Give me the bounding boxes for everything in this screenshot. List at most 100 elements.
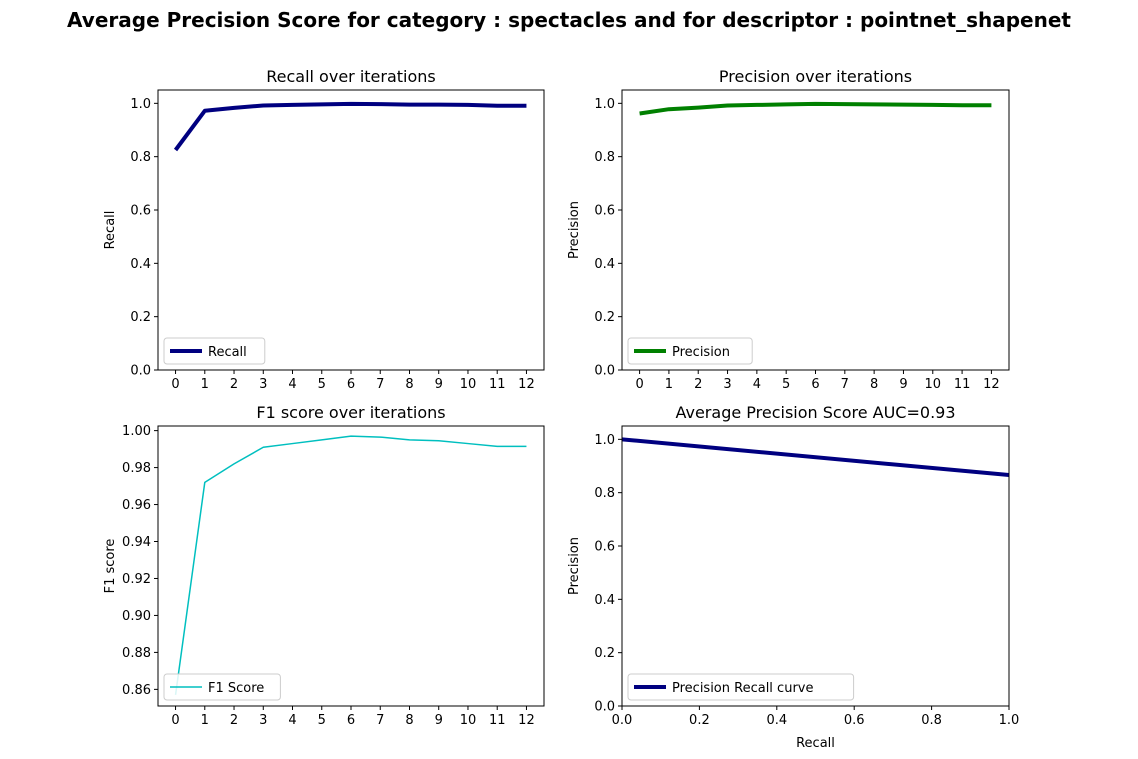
y-axis-label: Recall <box>103 211 118 250</box>
subplot-recall: 0 1 2 3 4 5 6 7 8 9 10 11 120.00.20.40.60.81.0Recall… <box>103 67 545 392</box>
x-tick-label: 8 <box>405 713 413 728</box>
y-tick-label: 0.2 <box>130 310 151 325</box>
x-tick-label: 12 <box>518 377 535 392</box>
x-tick-label: 8 <box>405 377 413 392</box>
x-tick-label: 5 <box>318 377 326 392</box>
legend-box <box>163 337 266 365</box>
y-tick-label: 1.0 <box>594 433 615 448</box>
x-tick-label: 1 <box>665 377 673 392</box>
y-axis-label: Precision <box>567 537 582 595</box>
x-tick-label: 11 <box>489 377 506 392</box>
x-tick-label: 5 <box>318 713 326 728</box>
y-tick-label: 0.4 <box>130 257 151 272</box>
x-tick-label: 0.8 <box>921 713 942 728</box>
y-tick-label: 0.98 <box>122 461 151 476</box>
x-tick-label: 10 <box>924 377 941 392</box>
x-tick-label: 6 <box>347 377 355 392</box>
y-tick-label: 0.4 <box>594 257 615 272</box>
x-tick-label: 9 <box>899 377 907 392</box>
x-tick-label: 6 <box>811 377 819 392</box>
x-tick-label: 4 <box>753 377 761 392</box>
x-tick-label: 6 <box>347 713 355 728</box>
x-tick-label: 7 <box>376 377 384 392</box>
x-tick-label: 2 <box>230 377 238 392</box>
x-tick-label: 3 <box>259 713 267 728</box>
x-tick-label: 0.4 <box>766 713 787 728</box>
y-tick-label: 1.00 <box>122 424 151 439</box>
x-tick-label: 0 <box>171 713 179 728</box>
subplot-title: Precision over iterations <box>719 67 912 86</box>
legend-label: Precision Recall curve <box>672 681 813 696</box>
legend-label: Precision <box>672 345 730 360</box>
y-axis-label: F1 score <box>103 539 118 594</box>
y-tick-label: 1.0 <box>594 97 615 112</box>
series-line <box>622 437 1009 478</box>
x-tick-label: 11 <box>489 713 506 728</box>
x-axis-label: Recall <box>796 736 835 751</box>
x-tick-label: 10 <box>460 713 477 728</box>
subplot-title: Recall over iterations <box>266 67 436 86</box>
x-tick-label: 0.2 <box>689 713 710 728</box>
subplot-precision: 0 1 2 3 4 5 6 7 8 9 10 11 120.00.20.40.60.81.0Precis… <box>567 67 1010 392</box>
y-tick-label: 0.6 <box>594 204 615 219</box>
x-tick-label: 1 <box>201 377 209 392</box>
y-tick-label: 0.6 <box>594 540 615 555</box>
y-tick-label: 1.0 <box>130 97 151 112</box>
y-tick-label: 0.0 <box>130 364 151 379</box>
x-tick-label: 12 <box>983 377 1000 392</box>
x-tick-label: 7 <box>841 377 849 392</box>
y-tick-label: 0.8 <box>130 150 151 165</box>
x-tick-label: 7 <box>376 713 384 728</box>
legend-label: Recall <box>208 345 247 360</box>
legend-box <box>627 673 855 701</box>
axes-frame <box>621 425 1010 707</box>
x-tick-label: 1 <box>201 713 209 728</box>
y-tick-label: 0.2 <box>594 310 615 325</box>
series-line <box>173 101 527 152</box>
legend-box <box>627 337 753 365</box>
y-tick-label: 0.8 <box>594 486 615 501</box>
y-axis-label: Precision <box>567 201 582 259</box>
x-tick-label: 0 <box>635 377 643 392</box>
y-tick-label: 0.92 <box>122 572 151 587</box>
subplot-title: Average Precision Score AUC=0.93 <box>675 403 955 422</box>
x-tick-label: 9 <box>435 377 443 392</box>
x-tick-label: 0.6 <box>844 713 865 728</box>
x-tick-label: 4 <box>288 713 296 728</box>
subplot-precision-recall: 0.0 0.2 0.4 0.6 0.8 1.0 0.0 0.2 0.4 0.6 0.8 1.0 Aver… <box>567 403 1019 751</box>
x-tick-label: 0.0 <box>612 713 633 728</box>
legend-box <box>163 673 281 701</box>
subplot-f1-score: 0 1 2 3 4 5 6 7 8 9 10 11 120.860.880.900.920.940.96… <box>103 403 545 728</box>
x-tick-label: 12 <box>518 713 535 728</box>
y-tick-label: 0.94 <box>122 535 151 550</box>
legend-label: F1 Score <box>208 681 264 696</box>
x-tick-label: 10 <box>460 377 477 392</box>
y-tick-label: 0.4 <box>594 593 615 608</box>
y-tick-label: 0.6 <box>130 204 151 219</box>
y-tick-label: 0.0 <box>594 700 615 715</box>
figure-suptitle: Average Precision Score for category : s… <box>67 8 1071 32</box>
y-tick-label: 0.86 <box>122 683 151 698</box>
y-tick-label: 0.2 <box>594 646 615 661</box>
x-tick-label: 2 <box>230 713 238 728</box>
x-tick-label: 9 <box>435 713 443 728</box>
subplot-title: F1 score over iterations <box>256 403 445 422</box>
y-tick-label: 0.88 <box>122 646 151 661</box>
x-tick-label: 3 <box>723 377 731 392</box>
y-tick-label: 0.0 <box>594 364 615 379</box>
x-tick-label: 8 <box>870 377 878 392</box>
x-tick-label: 4 <box>288 377 296 392</box>
y-tick-label: 0.96 <box>122 498 151 513</box>
series-line <box>639 101 992 116</box>
x-tick-label: 0 <box>171 377 179 392</box>
series-line <box>174 435 527 696</box>
x-tick-label: 5 <box>782 377 790 392</box>
x-tick-label: 2 <box>694 377 702 392</box>
x-tick-label: 3 <box>259 377 267 392</box>
y-tick-label: 0.90 <box>122 609 151 624</box>
x-tick-label: 1.0 <box>999 713 1020 728</box>
y-tick-label: 0.8 <box>594 150 615 165</box>
x-tick-label: 11 <box>954 377 971 392</box>
